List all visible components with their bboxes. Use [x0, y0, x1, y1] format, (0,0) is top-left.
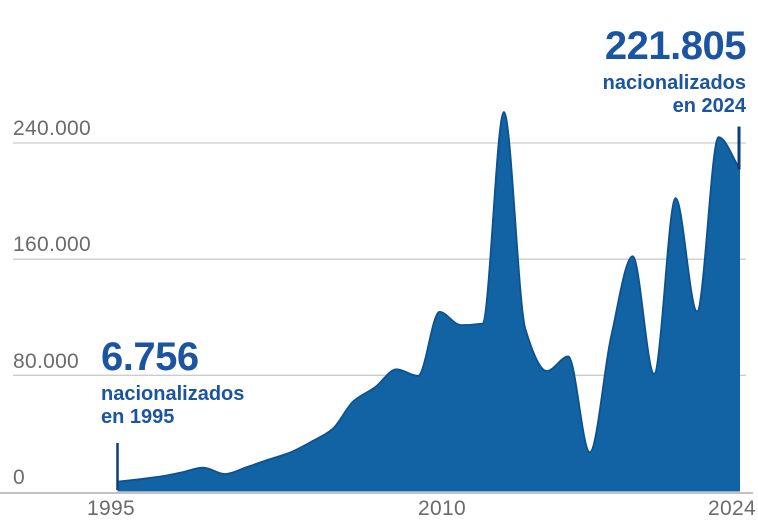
annotation-2024-label-line1: nacionalizados: [602, 72, 746, 94]
y-tick-label-80000: 80.000: [13, 350, 80, 373]
annotation-2024-label-line2: en 2024: [672, 95, 746, 117]
annotation-1995: 6.756 nacionalizados en 1995: [101, 336, 244, 429]
annotation-2024: 221.805 nacionalizados en 2024: [602, 24, 747, 118]
y-tick-label-160000: 160.000: [13, 233, 92, 256]
annotation-1995-label-line1: nacionalizados: [101, 383, 245, 405]
y-tick-label-0: 0: [13, 466, 25, 489]
area-series-fill: [117, 112, 740, 492]
annotation-1995-value: 6.756: [101, 335, 199, 379]
annotation-1995-label-line2: en 1995: [101, 406, 175, 428]
area-series-line: [117, 111, 741, 483]
y-tick-label-240000: 240.000: [13, 117, 92, 140]
x-tick-label-2024: 2024: [708, 497, 756, 520]
x-tick-label-1995: 1995: [87, 497, 135, 520]
annotation-2024-value: 221.805: [604, 24, 747, 68]
x-tick-label-2010: 2010: [418, 497, 466, 520]
